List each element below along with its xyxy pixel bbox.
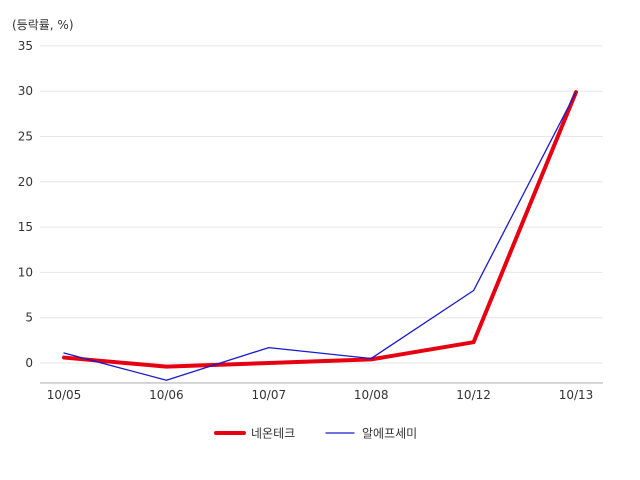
legend-label: 알에프세미 xyxy=(362,427,417,441)
x-tick-label: 10/07 xyxy=(252,388,287,402)
gridlines xyxy=(40,45,603,364)
legend-label: 네온테크 xyxy=(251,427,295,441)
series-line xyxy=(63,91,577,381)
x-tick-label: 10/13 xyxy=(559,388,594,402)
y-tick-label: 35 xyxy=(18,39,33,53)
x-tick-label: 10/12 xyxy=(456,388,491,402)
y-tick-label: 15 xyxy=(18,220,33,234)
series-line xyxy=(62,90,578,369)
x-tick-label: 10/06 xyxy=(149,388,184,402)
y-tick-label: 0 xyxy=(25,356,33,370)
series-lines xyxy=(62,90,578,381)
y-tick-label: 30 xyxy=(18,84,33,98)
y-tick-label: 5 xyxy=(25,311,33,325)
legend: 네온테크 알에프세미 xyxy=(214,427,417,441)
y-axis-unit-label: (등락률, %) xyxy=(12,18,74,32)
y-tick-label: 20 xyxy=(18,175,33,189)
x-tick-label: 10/05 xyxy=(47,388,82,402)
y-tick-label: 25 xyxy=(18,130,33,144)
y-tick-label: 10 xyxy=(18,265,33,279)
x-axis-ticks: 10/05 10/06 10/07 10/08 10/12 10/13 xyxy=(47,388,594,402)
y-axis-ticks: 0 5 10 15 20 25 30 35 xyxy=(18,39,33,370)
x-tick-label: 10/08 xyxy=(354,388,389,402)
